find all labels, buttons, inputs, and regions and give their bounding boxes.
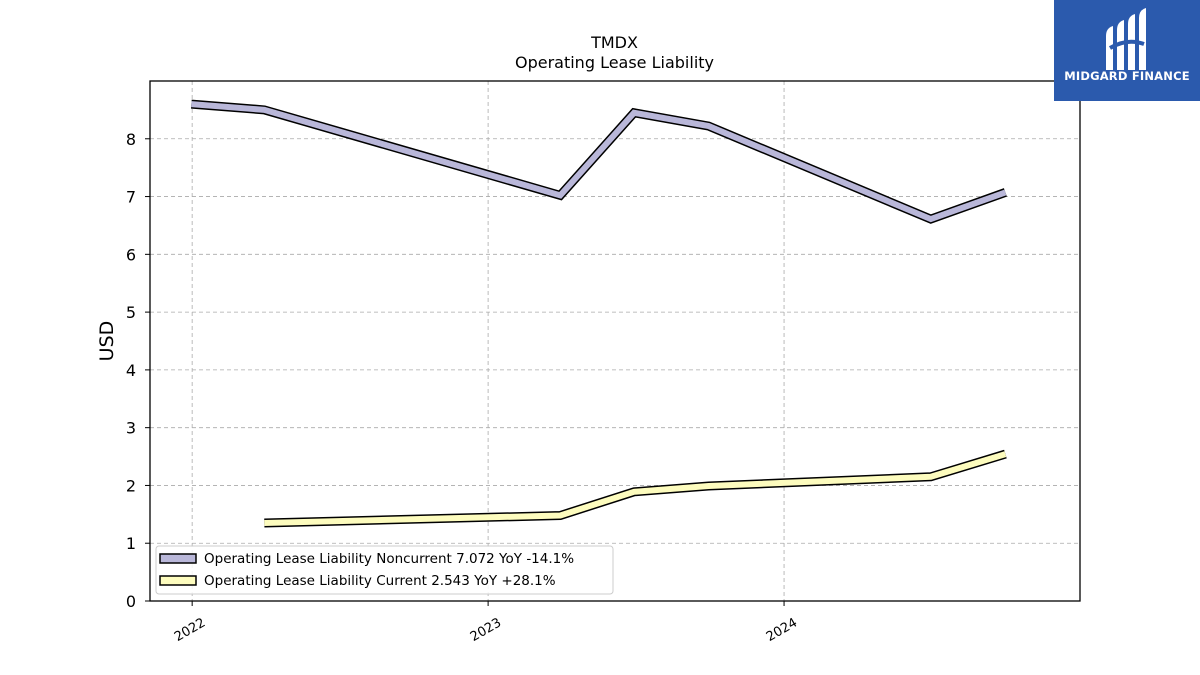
y-tick-label: 7 xyxy=(126,188,136,207)
brand-name: MIDGARD FINANCE xyxy=(1064,69,1190,83)
chart-subtitle: Operating Lease Liability xyxy=(515,53,714,72)
chart-title: TMDX xyxy=(590,33,638,52)
legend: Operating Lease Liability Noncurrent 7.0… xyxy=(155,545,614,595)
x-axis: 2022 2023 2024 xyxy=(172,601,800,645)
plot-area-frame xyxy=(149,80,1081,602)
y-tick-label: 5 xyxy=(126,303,136,322)
y-axis: 0 1 2 3 4 5 6 7 8 xyxy=(126,130,150,611)
y-tick-label: 1 xyxy=(126,534,136,553)
y-tick-label: 3 xyxy=(126,419,136,438)
series-line-outline-1 xyxy=(264,449,1007,528)
legend-swatch-0 xyxy=(159,553,197,564)
series-lines xyxy=(190,99,1007,528)
legend-label-0: Operating Lease Liability Noncurrent 7.0… xyxy=(204,551,574,567)
brand-logo: MIDGARD FINANCE xyxy=(1054,0,1200,101)
y-tick-label: 8 xyxy=(126,130,136,149)
legend-label-1: Operating Lease Liability Current 2.543 … xyxy=(204,573,556,589)
y-tick-label: 6 xyxy=(126,245,136,264)
y-axis-label: USD xyxy=(96,321,118,362)
y-tick-label: 0 xyxy=(126,592,136,611)
y-tick-label: 4 xyxy=(126,361,136,380)
midgard-logo-icon xyxy=(1106,8,1146,70)
legend-swatch-1 xyxy=(159,575,197,586)
x-tick-label: 2022 xyxy=(172,615,208,645)
legend-box xyxy=(155,545,614,595)
series-line-1 xyxy=(264,451,1007,526)
y-tick-label: 2 xyxy=(126,476,136,495)
series-line-0 xyxy=(191,101,1007,223)
x-tick-label: 2023 xyxy=(468,615,504,645)
x-tick-label: 2024 xyxy=(764,615,800,645)
